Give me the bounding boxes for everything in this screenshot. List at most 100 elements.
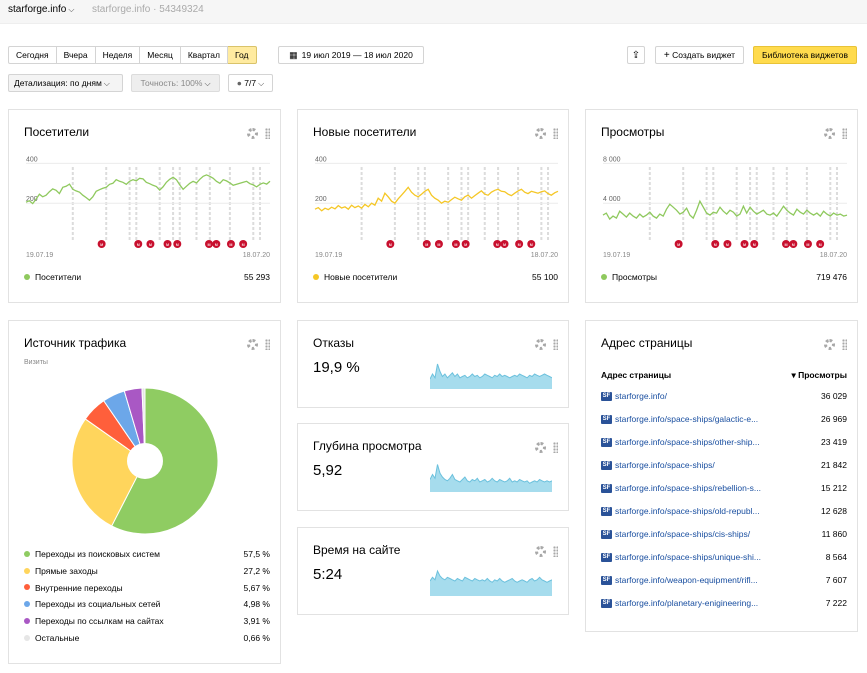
page-link[interactable]: SF starforge.info/ xyxy=(601,391,667,401)
event-marker[interactable]: м xyxy=(816,240,825,248)
sparkline-line xyxy=(430,569,552,583)
table-row[interactable]: SF starforge.info/space-ships/cis-ships/1… xyxy=(601,527,847,541)
page-url: starforge.info/weapon-equipment/rifl... xyxy=(615,575,758,585)
gear-icon[interactable] xyxy=(534,128,546,140)
page-views: 7 222 xyxy=(825,598,847,608)
column-header-page[interactable]: Адрес страницы xyxy=(601,370,672,380)
widget-title: Просмотры xyxy=(601,125,665,139)
pie-legend-item[interactable]: Остальные 0,66 % xyxy=(24,633,270,643)
event-marker[interactable]: м xyxy=(674,240,683,248)
event-marker[interactable]: м xyxy=(97,240,106,248)
event-marker[interactable]: м xyxy=(134,240,143,248)
event-marker[interactable]: м xyxy=(723,240,732,248)
pie-legend-item[interactable]: Внутренние переходы 5,67 % xyxy=(24,583,270,593)
page-link[interactable]: SF starforge.info/space-ships/rebellion-s… xyxy=(601,483,761,493)
table-row[interactable]: SF starforge.info/space-ships/galactic-e.… xyxy=(601,412,847,426)
event-marker[interactable]: м xyxy=(803,240,812,248)
segments-select[interactable]: ● 7/7 ⌵ xyxy=(228,74,273,92)
drag-handle-icon[interactable] xyxy=(553,128,558,140)
widget-tools xyxy=(823,126,847,140)
event-marker[interactable]: м xyxy=(386,240,395,248)
gear-icon[interactable] xyxy=(246,339,258,351)
event-marker[interactable]: м xyxy=(461,240,470,248)
pie-slice[interactable] xyxy=(141,387,146,462)
gear-icon[interactable] xyxy=(823,339,835,351)
svg-text:м: м xyxy=(518,242,521,247)
pie-legend-item[interactable]: Переходы из поисковых систем 57,5 % xyxy=(24,549,270,559)
period-today[interactable]: Сегодня xyxy=(8,46,57,64)
drag-handle-icon[interactable] xyxy=(265,339,270,351)
gear-icon[interactable] xyxy=(823,128,835,140)
period-year[interactable]: Год xyxy=(227,46,257,64)
widget-title: Адрес страницы xyxy=(601,336,693,350)
pie-slice[interactable] xyxy=(71,418,146,527)
page-link[interactable]: SF starforge.info/space-ships/cis-ships/ xyxy=(601,529,750,539)
gear-icon[interactable] xyxy=(534,546,546,558)
page-link[interactable]: SF starforge.info/weapon-equipment/rifl..… xyxy=(601,575,758,585)
pie-legend-item[interactable]: Переходы из социальных сетей 4,98 % xyxy=(24,599,270,609)
table-row[interactable]: SF starforge.info/planetary-enigineering.… xyxy=(601,596,847,610)
period-quarter[interactable]: Квартал xyxy=(180,46,228,64)
svg-text:м: м xyxy=(425,242,428,247)
table-row[interactable]: SF starforge.info/space-ships/old-republ.… xyxy=(601,504,847,518)
event-marker[interactable]: м xyxy=(711,240,720,248)
event-marker[interactable]: м xyxy=(239,240,248,248)
table-row[interactable]: SF starforge.info/space-ships/other-ship.… xyxy=(601,435,847,449)
svg-text:м: м xyxy=(819,242,822,247)
page-link[interactable]: SF starforge.info/space-ships/ xyxy=(601,460,715,470)
event-marker[interactable]: м xyxy=(500,240,509,248)
event-marker[interactable]: м xyxy=(205,240,213,248)
gear-icon[interactable] xyxy=(534,442,546,454)
detail-select[interactable]: Детализация: по дням ⌵ xyxy=(8,74,123,92)
widget-library-button[interactable]: Библиотека виджетов xyxy=(753,46,857,64)
event-marker[interactable]: м xyxy=(527,240,536,248)
gear-icon[interactable] xyxy=(534,339,546,351)
event-marker[interactable]: м xyxy=(493,240,502,248)
drag-handle-icon[interactable] xyxy=(553,546,558,558)
page-link[interactable]: SF starforge.info/space-ships/galactic-e.… xyxy=(601,414,758,424)
pie-slice[interactable] xyxy=(110,387,219,535)
table-row[interactable]: SF starforge.info/36 029 xyxy=(601,389,847,403)
pie-legend-item[interactable]: Прямые заходы 27,2 % xyxy=(24,566,270,576)
page-link[interactable]: SF starforge.info/space-ships/old-republ.… xyxy=(601,506,760,516)
date-range-picker[interactable]: ▦ 19 июл 2019 — 18 июл 2020 xyxy=(278,46,424,64)
column-header-views[interactable]: ▾ Просмотры xyxy=(791,370,847,380)
table-row[interactable]: SF starforge.info/weapon-equipment/rifl..… xyxy=(601,573,847,587)
event-marker[interactable]: м xyxy=(451,240,460,248)
period-month[interactable]: Месяц xyxy=(140,46,181,64)
drag-handle-icon[interactable] xyxy=(842,128,847,140)
gear-icon[interactable] xyxy=(246,128,258,140)
event-marker[interactable]: м xyxy=(782,240,790,248)
event-marker[interactable]: м xyxy=(434,240,443,248)
event-marker[interactable]: м xyxy=(173,240,182,248)
pie-legend-item[interactable]: Переходы по ссылкам на сайтах 3,91 % xyxy=(24,616,270,626)
event-marker[interactable]: м xyxy=(146,240,155,248)
drag-handle-icon[interactable] xyxy=(265,128,270,140)
event-marker[interactable]: м xyxy=(163,240,172,248)
create-widget-button[interactable]: + Создать виджет xyxy=(655,46,744,64)
event-marker[interactable]: м xyxy=(226,240,235,248)
table-row[interactable]: SF starforge.info/space-ships/rebellion-s… xyxy=(601,481,847,495)
drag-handle-icon[interactable] xyxy=(553,339,558,351)
event-marker[interactable]: м xyxy=(789,240,798,248)
event-marker[interactable]: м xyxy=(422,240,431,248)
event-marker[interactable]: м xyxy=(515,240,524,248)
site-selector[interactable]: starforge.info ⌵ xyxy=(8,4,74,15)
period-yesterday[interactable]: Вчера xyxy=(56,46,96,64)
page-link[interactable]: SF starforge.info/space-ships/other-ship.… xyxy=(601,437,760,447)
drag-handle-icon[interactable] xyxy=(842,339,847,351)
table-row[interactable]: SF starforge.info/space-ships/unique-shi.… xyxy=(601,550,847,564)
export-button[interactable]: ⇪ xyxy=(627,46,645,64)
favicon-icon: SF xyxy=(601,506,612,516)
period-week[interactable]: Неделя xyxy=(95,46,141,64)
event-marker[interactable]: м xyxy=(750,240,759,248)
widget-new-visitors: Новые посетители 400 200 м м м м м м м м м 19.07.19… xyxy=(297,109,569,303)
accuracy-select[interactable]: Точность: 100% ⌵ xyxy=(131,74,220,92)
page-link[interactable]: SF starforge.info/space-ships/unique-shi.… xyxy=(601,552,761,562)
page-link[interactable]: SF starforge.info/planetary-enigineering.… xyxy=(601,598,758,608)
event-marker[interactable]: м xyxy=(740,240,749,248)
drag-handle-icon[interactable] xyxy=(553,442,558,454)
event-marker[interactable]: м xyxy=(212,240,221,248)
svg-text:м: м xyxy=(100,242,103,247)
table-row[interactable]: SF starforge.info/space-ships/21 842 xyxy=(601,458,847,472)
